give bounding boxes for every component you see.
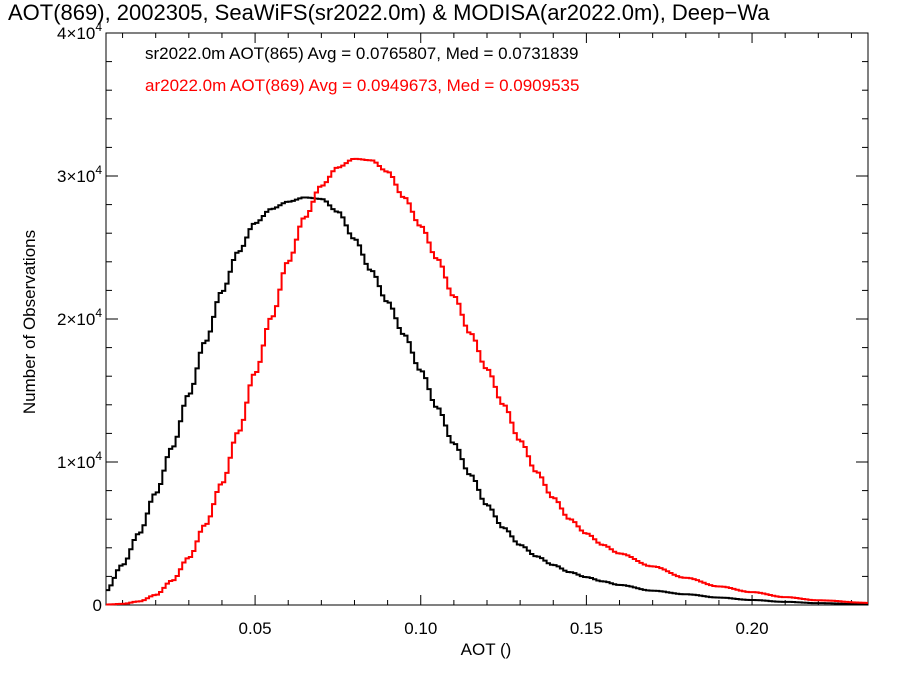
y-tick-label: 2×104	[57, 306, 102, 329]
x-tick-label: 0.05	[239, 619, 272, 638]
chart-title: AOT(869), 2002305, SeaWiFS(sr2022.0m) & …	[8, 0, 770, 25]
legend-entry-sr2022: sr2022.0m AOT(865) Avg = 0.0765807, Med …	[145, 44, 579, 63]
axis-ticks	[106, 32, 868, 606]
y-tick-label: 3×104	[57, 163, 102, 186]
legend-entry-ar2022: ar2022.0m AOT(869) Avg = 0.0949673, Med …	[145, 76, 580, 95]
x-tick-label: 0.15	[570, 619, 603, 638]
y-tick-label: 4×104	[57, 20, 102, 43]
y-tick-label: 1×104	[57, 449, 102, 472]
plot-frame	[105, 32, 869, 606]
y-tick-label: 0	[93, 596, 102, 615]
y-axis-title: Number of Observations	[20, 229, 39, 415]
x-axis-title: AOT ()	[460, 640, 512, 659]
tick-labels: 0.05 0.10 0.15 0.20 0 1×104 2×104 3×104 4×104	[57, 20, 769, 638]
x-tick-label: 0.10	[404, 619, 437, 638]
series-layer	[106, 157, 868, 606]
series-line-ar2022	[106, 157, 868, 606]
series-line-sr2022	[106, 196, 868, 606]
x-tick-label: 0.20	[735, 619, 768, 638]
